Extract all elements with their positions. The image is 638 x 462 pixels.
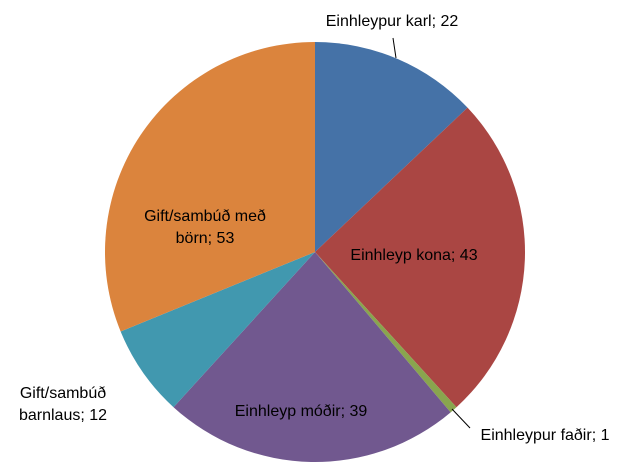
pie-slice [120,252,315,408]
data-label: Gift/sambúð barnlaus; 12 [18,385,108,424]
leader-line [392,37,397,59]
data-label: Einhleyp kona; 43 [350,247,478,264]
data-label: Einhleyp móðir; 39 [234,403,368,420]
pie-slice [315,42,468,252]
data-label: Einhleypur karl; 22 [325,13,459,30]
pie-slice [173,252,451,462]
data-label: Einhleypur faðir; 1 [480,427,610,444]
pie-slice [315,107,525,408]
data-label: Gift/sambúð með börn; 53 [144,208,266,247]
pie-slice [104,42,315,332]
leader-line [451,408,471,429]
pie-slice [315,252,457,413]
